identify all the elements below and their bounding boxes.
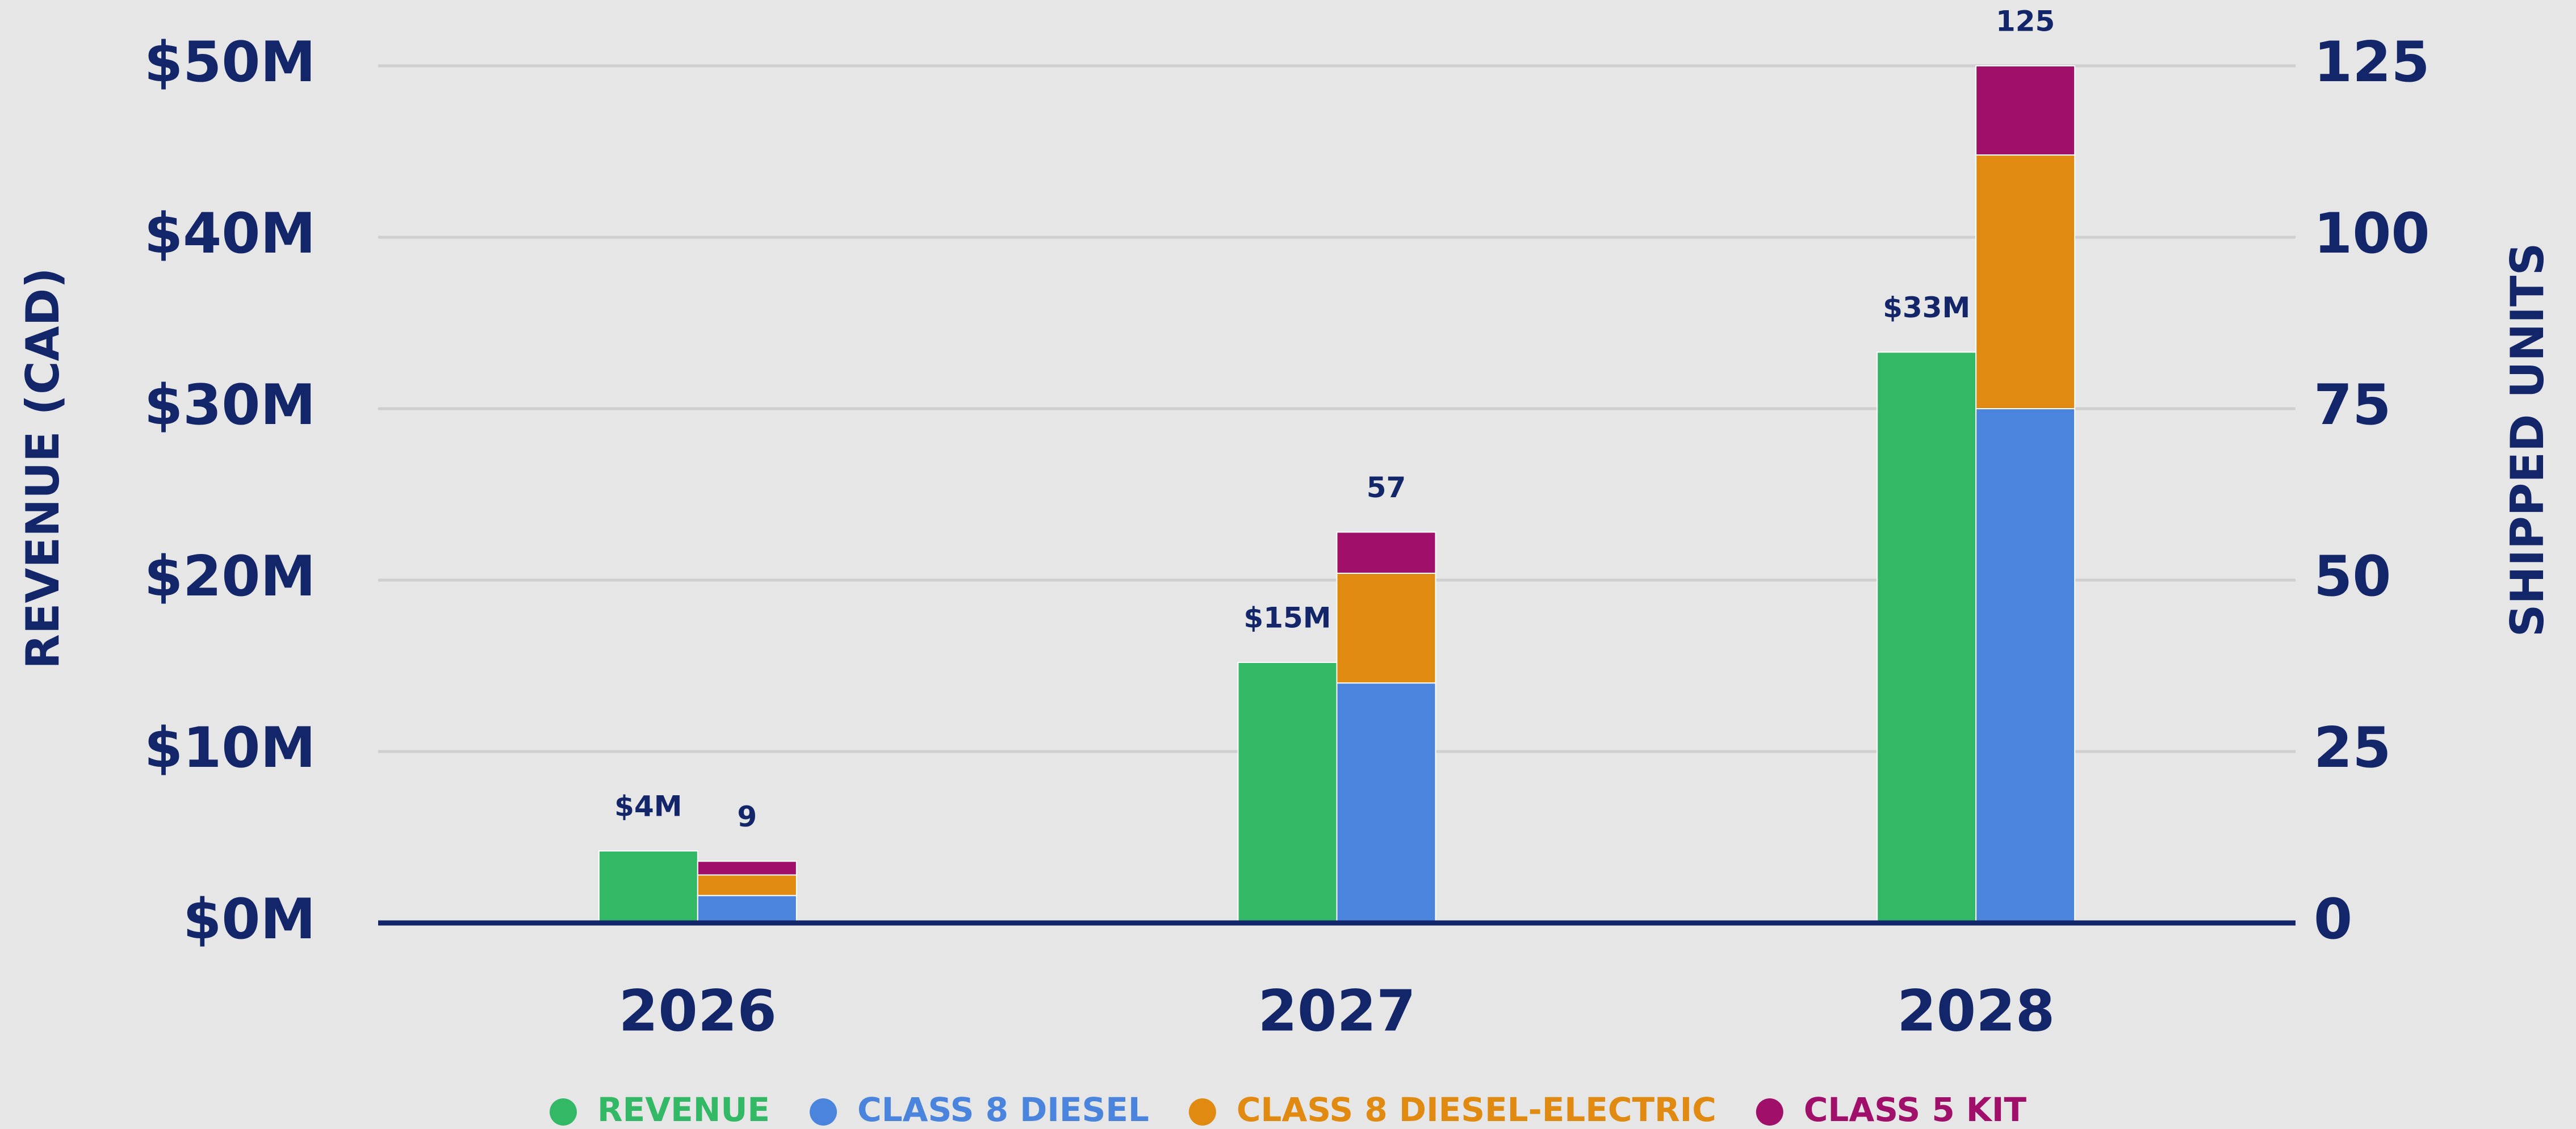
bar-segment [697,874,797,896]
legend-label: CLASS 8 DIESEL [857,1090,1149,1129]
bar-segment [1336,682,1436,924]
y2-tick-label: 100 [2314,202,2430,266]
x-tick-label: 2026 [619,977,777,1044]
data-label: $33M [1883,291,1970,324]
bar-segment [1975,154,2076,409]
bar-segment [1975,65,2076,156]
legend-label: CLASS 5 KIT [1804,1090,2027,1129]
bar-segment [697,861,797,876]
bar-segment [1336,572,1436,684]
x-tick-label: 2028 [1897,977,2055,1044]
y2-tick-label: 75 [2314,373,2391,438]
legend-label: CLASS 8 DIESEL-ELECTRIC [1237,1090,1716,1129]
y-tick-label: $50M [144,30,316,95]
y2-tick-label: 125 [2314,30,2430,95]
y2-tick-label: 25 [2314,716,2391,780]
bar-segment [697,895,797,924]
data-label: $4M [614,790,682,823]
bar [598,850,698,924]
data-label: $15M [1243,601,1331,634]
y-tick-label: $30M [144,373,316,438]
y2-axis-title: SHIPPED UNITS [2501,243,2554,637]
y2-tick-label: 50 [2314,544,2391,609]
bar-segment [1336,531,1436,574]
y-tick-label: $10M [144,716,316,780]
total-label: 9 [737,800,757,833]
y-tick-label: $0M [183,887,316,952]
bar [1876,351,1977,924]
y-axis-title: REVENUE (CAD) [16,267,69,669]
total-label: 125 [1996,5,2055,38]
legend-marker [1188,1098,1216,1126]
y-tick-label: $40M [144,202,316,266]
legend-label: REVENUE [597,1090,770,1129]
legend-marker [810,1098,837,1126]
total-label: 57 [1367,471,1406,504]
y2-tick-label: 0 [2314,887,2352,952]
legend-marker [1756,1098,1783,1126]
bar-segment [1975,408,2076,924]
bar [1237,661,1338,924]
y-tick-label: $20M [144,544,316,609]
legend-marker [549,1098,577,1126]
x-tick-label: 2027 [1258,977,1415,1044]
